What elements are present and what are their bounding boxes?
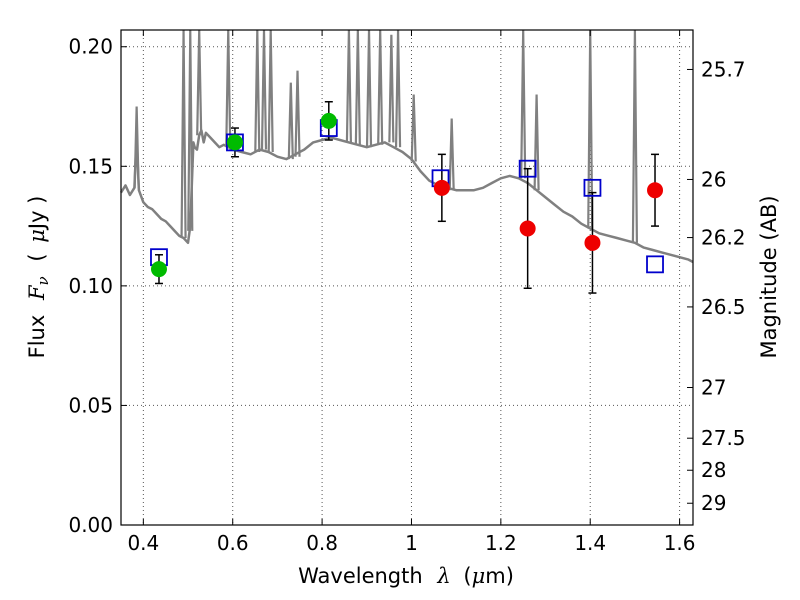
emission-line-10 <box>345 29 353 143</box>
x-tick-label-5: 1.4 <box>574 531 606 555</box>
emission-line-21 <box>631 29 639 243</box>
y-axis-label: Flux Fν ( μJy ) <box>25 196 53 359</box>
x-axis-label-text: Wavelength <box>298 564 423 588</box>
model-sed-curve <box>119 129 694 264</box>
y-axis-label-text: Flux <box>25 315 49 359</box>
y-axis-label-unit-rest: Jy ) <box>25 196 49 232</box>
emission-line-11 <box>354 29 361 145</box>
emission-line-15 <box>394 29 402 148</box>
emission-line-6 <box>260 29 268 150</box>
emission-line-8 <box>287 82 294 160</box>
optical-data-point-0 <box>150 261 167 278</box>
y-axis-label-symbol: F <box>25 284 49 301</box>
nir-data-point-0 <box>433 179 450 196</box>
right-axis-ticks: 25.7 26 26.2 26.5 27 27.5 28 29 <box>687 57 746 515</box>
x-tick-label-2: 0.8 <box>306 531 338 555</box>
y-tick-label-3: 0.15 <box>68 154 113 178</box>
x-axis-ticks: 0.4 0.6 0.8 1 1.2 1.4 1.6 <box>127 30 696 555</box>
x-axis-label-unit-rest: m) <box>485 564 514 588</box>
x-tick-label-3: 1 <box>405 531 418 555</box>
y-axis-label-unit-open: ( <box>25 253 49 261</box>
emission-line-16 <box>410 94 417 162</box>
grid-lines <box>121 30 693 526</box>
model-photometry-square-6 <box>646 255 664 274</box>
right-tick-label-3: 26.5 <box>701 295 746 319</box>
x-axis-label-unit-open: ( <box>463 564 471 588</box>
right-tick-label-7: 29 <box>701 491 726 515</box>
y-tick-label-1: 0.05 <box>68 393 113 417</box>
x-tick-label-6: 1.6 <box>664 531 696 555</box>
model-sed-continuum <box>119 129 694 264</box>
x-axis-label: Wavelength λ (μm) <box>298 564 514 588</box>
emission-line-14 <box>388 34 395 143</box>
emission-line-1 <box>180 29 187 239</box>
right-tick-label-5: 27.5 <box>701 426 746 450</box>
right-tick-label-0: 25.7 <box>701 57 746 81</box>
emission-line-17 <box>448 118 455 191</box>
optical-data-point-2 <box>320 112 337 129</box>
emission-line-3 <box>196 29 203 136</box>
y-axis-label-subscript: ν <box>34 276 52 285</box>
emission-line-13 <box>377 29 384 145</box>
y-tick-label-2: 0.10 <box>68 274 113 298</box>
nir-data-point-3 <box>647 182 664 199</box>
emission-line-0 <box>133 106 140 188</box>
right-tick-label-2: 26.2 <box>701 226 746 250</box>
x-axis-label-unit-mu: μ <box>472 564 486 588</box>
x-tick-label-4: 1.2 <box>485 531 517 555</box>
y-axis-label-unit-mu: μ <box>25 229 49 243</box>
nir-data-point-1 <box>519 220 536 237</box>
right-tick-label-1: 26 <box>701 167 726 191</box>
y-tick-label-0: 0.00 <box>68 513 113 537</box>
observed-photometry-points <box>150 112 664 278</box>
plot-frame <box>120 29 694 526</box>
y-tick-label-4: 0.20 <box>68 35 113 59</box>
x-tick-label-0: 0.4 <box>127 531 159 555</box>
emission-line-19 <box>533 94 540 191</box>
right-axis-label: Magnitude (AB) <box>757 195 781 358</box>
right-tick-label-4: 27 <box>701 376 726 400</box>
emission-line-4 <box>225 29 232 148</box>
model-photometry-square-4 <box>518 159 537 178</box>
x-axis-label-symbol: λ <box>436 564 450 588</box>
emission-line-18 <box>520 29 527 179</box>
emission-line-12 <box>365 29 373 148</box>
emission-line-7 <box>267 29 274 152</box>
x-tick-label-1: 0.6 <box>217 531 249 555</box>
optical-data-point-1 <box>226 134 243 151</box>
emission-line-5 <box>254 29 261 152</box>
emission-line-9 <box>294 70 301 157</box>
y-axis-ticks: 0.00 0.05 0.10 0.15 0.20 <box>68 35 127 537</box>
model-photometry-square-5 <box>583 178 602 197</box>
nir-data-point-2 <box>584 234 601 251</box>
right-tick-label-6: 28 <box>701 458 726 482</box>
